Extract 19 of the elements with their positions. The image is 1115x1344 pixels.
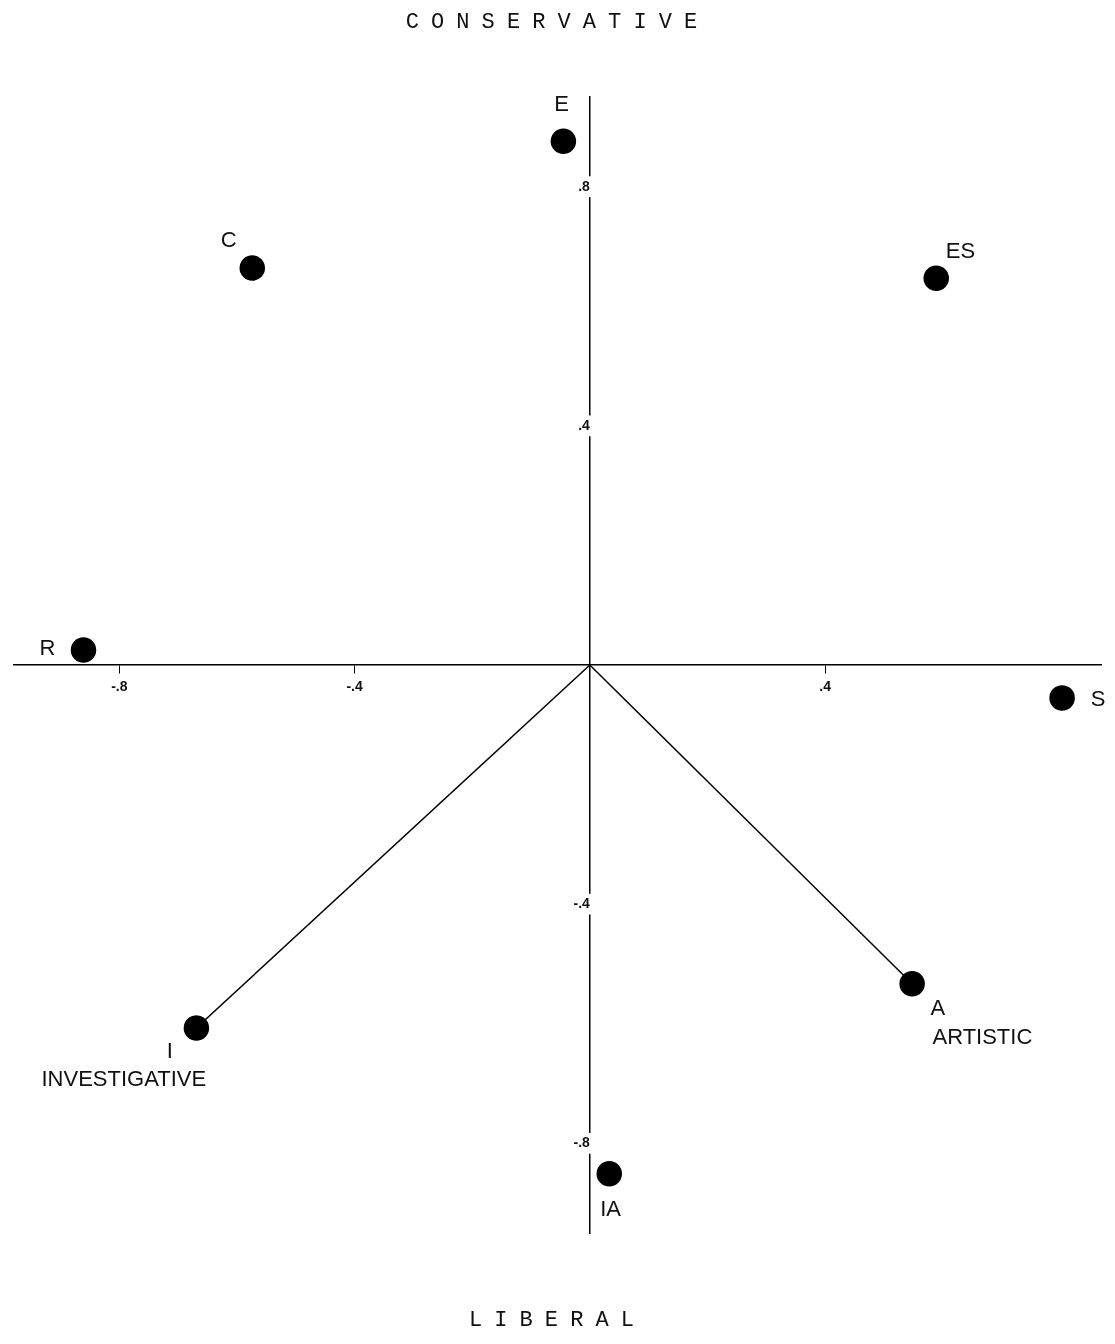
annotation: A: [930, 994, 946, 1020]
y-tick-label: .4: [578, 416, 591, 433]
annotation: C: [220, 226, 237, 252]
x-tick-label: -.8: [111, 678, 128, 695]
annotation: E: [554, 91, 569, 117]
annotation: I: [166, 1038, 173, 1064]
annotation: ES: [945, 237, 976, 263]
annotation: R: [39, 635, 56, 661]
x-tick-label: .4: [819, 678, 832, 695]
y-tick-label: .8: [578, 177, 591, 194]
chart-title: CONSERVATIVE: [404, 10, 711, 35]
annotation: INVESTIGATIVE: [41, 1066, 207, 1092]
x-axis-title: LIBERAL: [467, 1308, 648, 1333]
annotation: S: [1090, 686, 1106, 712]
annotation: ARTISTIC: [932, 1024, 1033, 1050]
y-tick-label: -.4: [573, 895, 591, 912]
annotation: IA: [600, 1195, 622, 1221]
x-tick-label: -.4: [346, 678, 363, 695]
y-tick-label: -.8: [573, 1134, 591, 1151]
